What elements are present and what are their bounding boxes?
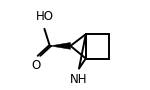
Text: NH: NH [70,73,88,86]
Polygon shape [50,42,70,49]
Text: HO: HO [35,10,53,23]
Text: O: O [32,59,41,72]
